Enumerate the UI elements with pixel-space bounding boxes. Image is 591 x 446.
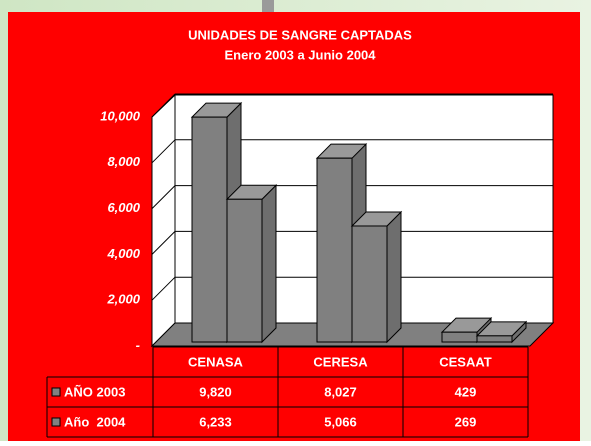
strip	[262, 0, 274, 14]
bar-side	[261, 184, 277, 344]
bar-side	[386, 210, 402, 344]
bar	[191, 116, 228, 343]
grid-line-side	[151, 93, 176, 118]
y-tick-label: -	[136, 337, 140, 352]
category-label: CENASA	[188, 354, 244, 369]
chart-title: UNIDADES DE SANGRE CAPTADAS	[188, 27, 412, 42]
value-label: 429	[455, 384, 477, 399]
category-label: CERESA	[313, 354, 368, 369]
grid-line-side	[151, 139, 176, 164]
value-label: 5,066	[324, 414, 357, 429]
legend-label: AÑO 2003	[64, 384, 125, 399]
bar	[351, 225, 388, 343]
y-tick-label: 4,000	[106, 246, 140, 261]
value-label: 269	[455, 414, 477, 429]
y-tick-label: 2,000	[106, 292, 140, 307]
legend-key	[51, 417, 61, 427]
category-label: CESAAT	[439, 354, 492, 369]
chart-subtitle: Enero 2003 a Junio 2004	[224, 47, 376, 62]
side-wall	[151, 93, 176, 348]
legend-key	[51, 387, 61, 397]
bar	[441, 331, 478, 343]
bar	[316, 157, 353, 343]
y-tick-label: 10,000	[100, 108, 141, 123]
bar	[476, 335, 513, 343]
value-label: 8,027	[324, 384, 357, 399]
grid-line-side	[151, 231, 176, 255]
value-label: 6,233	[199, 414, 232, 429]
legend-label: Año 2004	[64, 414, 126, 429]
y-tick-label: 8,000	[107, 154, 140, 169]
grid-line-side	[151, 185, 176, 209]
value-label: 9,820	[199, 384, 232, 399]
grid-line-side	[151, 276, 176, 301]
bar	[226, 198, 263, 343]
y-tick-label: 6,000	[107, 200, 140, 215]
